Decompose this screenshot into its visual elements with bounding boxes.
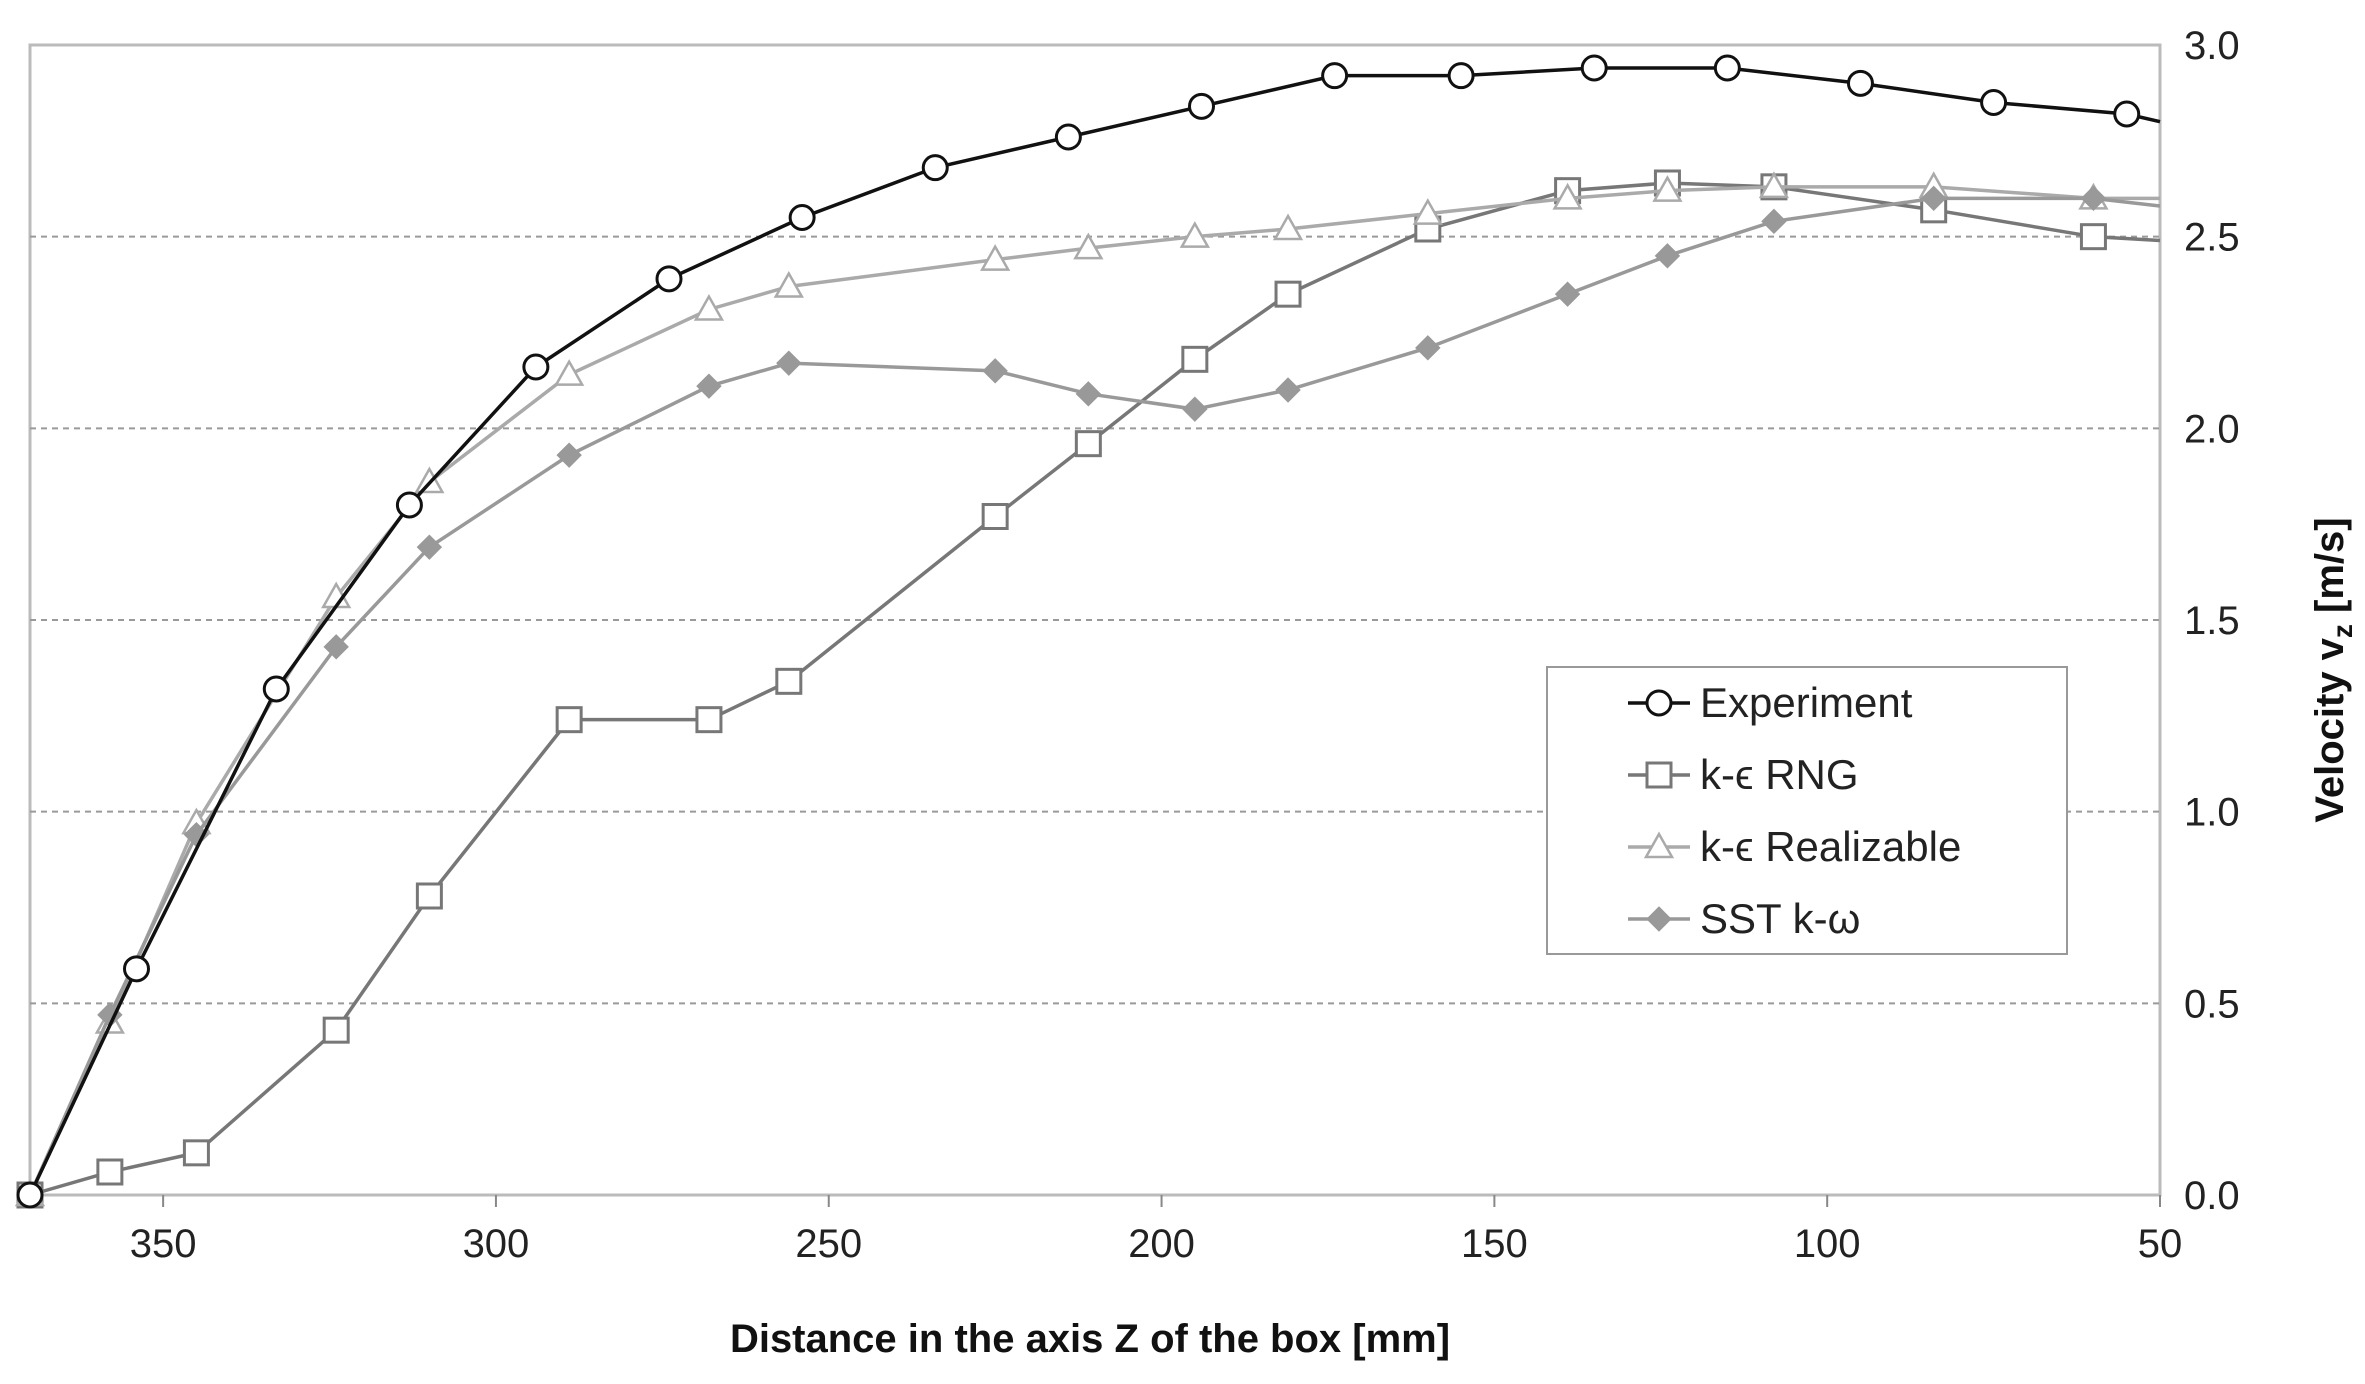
data-point: [981, 503, 1009, 530]
x-axis-ticks: 350 300 250 200 150 100 50: [130, 1195, 2183, 1266]
y-axis-title-subscript: z: [2327, 624, 2358, 638]
y-tick-label: 0.0: [2184, 1174, 2240, 1218]
data-point: [1412, 198, 1443, 225]
data-point: [695, 706, 723, 734]
data-point: [322, 1016, 350, 1044]
data-point: [16, 1181, 44, 1209]
data-point: [414, 466, 445, 494]
data-point: [522, 353, 550, 381]
data-point: [554, 359, 585, 386]
series-4: [17, 185, 2161, 1208]
data-point: [1713, 54, 1741, 82]
data-point: [1275, 377, 1301, 403]
x-tick-label: 350: [130, 1222, 197, 1266]
data-point: [415, 882, 443, 910]
data-point: [788, 204, 816, 231]
data-point: [982, 358, 1008, 384]
legend-item: k-ϵ Realizable: [1628, 823, 1961, 870]
series-line: [28, 66, 2161, 1196]
x-tick-label: 150: [1461, 1222, 1528, 1266]
data-point: [2079, 223, 2107, 251]
y-axis-title: Velocity vz [m/s]: [2308, 517, 2358, 822]
data-point: [2113, 100, 2141, 128]
x-axis-title: Distance in the axis Z of the box [mm]: [730, 1317, 1450, 1361]
legend-label: SST k-ω: [1700, 895, 1860, 942]
legend-label: k-ϵ RNG: [1700, 751, 1859, 798]
data-point: [1580, 54, 1608, 82]
y-tick-label: 2.5: [2184, 216, 2240, 260]
data-point: [262, 675, 290, 703]
data-point: [1554, 281, 1581, 307]
data-point: [96, 1158, 124, 1186]
legend-label: Experiment: [1700, 679, 1913, 726]
data-point: [556, 442, 582, 468]
data-point: [1415, 335, 1441, 361]
data-point: [1274, 280, 1302, 308]
legend-swatch-marker: [1645, 761, 1673, 789]
x-tick-label: 200: [1128, 1222, 1195, 1266]
data-point: [1179, 221, 1210, 248]
data-point: [1188, 92, 1215, 120]
data-point: [1761, 208, 1787, 235]
legend-swatch-marker: [1646, 906, 1672, 932]
data-point: [1654, 243, 1681, 269]
data-point: [980, 244, 1011, 271]
legend-items: Experiment k-ϵ RNG k-ϵ Realizable SST k-ω: [1628, 679, 1961, 942]
data-point: [1652, 175, 1683, 202]
x-tick-label: 100: [1794, 1222, 1861, 1266]
series-layer: [14, 54, 2161, 1209]
data-point: [921, 154, 949, 182]
y-tick-label: 2.0: [2184, 407, 2240, 451]
data-point: [1272, 213, 1304, 241]
y-tick-label: 1.5: [2184, 599, 2240, 643]
data-point: [323, 634, 349, 660]
legend-swatch-marker: [1643, 831, 1675, 859]
series-1: [16, 54, 2161, 1209]
y-axis-title-main: Velocity v: [2308, 637, 2352, 822]
legend-item: Experiment: [1628, 679, 1913, 726]
data-point: [1980, 89, 2008, 116]
data-point: [696, 373, 722, 399]
data-point: [1182, 396, 1208, 422]
data-point: [773, 270, 804, 298]
data-point: [1846, 69, 1874, 97]
data-point: [1054, 123, 1082, 151]
data-point: [1074, 430, 1102, 458]
legend: Experiment k-ϵ RNG k-ϵ Realizable SST k-ω: [1546, 666, 2068, 955]
data-point: [1073, 232, 1104, 260]
legend-item: k-ϵ RNG: [1628, 751, 1859, 798]
legend-swatch-marker: [1645, 689, 1673, 717]
data-point: [1075, 381, 1102, 407]
y-axis-ticks: 0.0 0.5 1.0 1.5 2.0 2.5 3.0: [2184, 24, 2240, 1218]
y-tick-label: 0.5: [2184, 982, 2240, 1026]
x-tick-label: 50: [2138, 1222, 2183, 1266]
x-tick-label: 300: [463, 1222, 530, 1266]
data-point: [1181, 345, 1209, 373]
data-point: [1552, 182, 1583, 210]
data-point: [416, 534, 443, 560]
data-point: [123, 955, 150, 983]
data-point: [1920, 185, 1947, 212]
data-point: [776, 350, 802, 376]
y-tick-label: 1.0: [2184, 791, 2240, 835]
data-point: [1447, 62, 1475, 90]
x-tick-label: 250: [795, 1222, 862, 1266]
legend-box: [1546, 666, 2068, 955]
data-point: [182, 1139, 210, 1167]
data-point: [1321, 62, 1349, 90]
data-point: [1758, 171, 1790, 199]
data-point: [775, 667, 803, 695]
y-axis-title-unit: [m/s]: [2308, 517, 2352, 624]
data-point: [693, 293, 725, 321]
legend-item: SST k-ω: [1628, 895, 1860, 942]
data-point: [2080, 185, 2107, 212]
y-tick-label: 3.0: [2184, 24, 2240, 68]
data-point: [395, 491, 423, 519]
data-point: [655, 265, 683, 293]
legend-label: k-ϵ Realizable: [1700, 823, 1961, 870]
data-point: [555, 706, 583, 734]
